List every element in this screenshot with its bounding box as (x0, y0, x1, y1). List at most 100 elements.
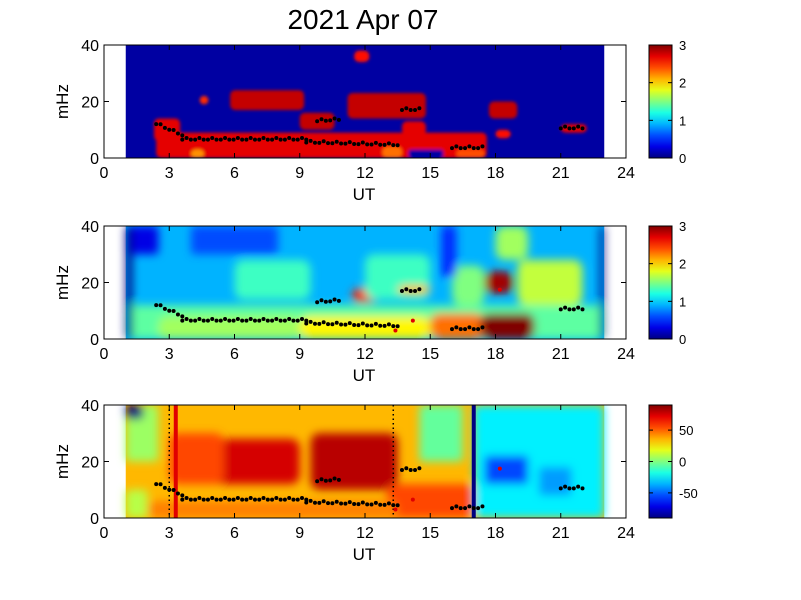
dominant-frequency-marker (450, 327, 454, 332)
dominant-frequency-marker (386, 501, 391, 506)
y-tick-label: 40 (81, 38, 99, 55)
dominant-frequency-marker (240, 318, 245, 323)
dominant-frequency-marker (265, 318, 270, 323)
dominant-frequency-marker (270, 137, 275, 142)
heatmap-region (212, 438, 300, 485)
heatmap-region (147, 501, 398, 518)
dominant-frequency-marker (167, 308, 172, 313)
x-tick-label: 9 (295, 525, 304, 542)
dominant-frequency-marker (180, 493, 185, 498)
x-tick-label: 24 (617, 525, 635, 542)
x-tick-label: 6 (230, 346, 239, 363)
dominant-frequency-marker (343, 322, 348, 327)
dominant-frequency-marker (558, 486, 563, 491)
dominant-frequency-marker (214, 318, 219, 323)
red-marker (410, 497, 415, 502)
dominant-frequency-marker (563, 484, 568, 489)
dominant-frequency-marker (576, 484, 581, 489)
dominant-frequency-marker (295, 318, 300, 323)
heatmap-region (484, 455, 529, 485)
heatmap-region (169, 433, 224, 485)
dominant-frequency-marker (369, 323, 374, 328)
dominant-frequency-marker (391, 143, 396, 148)
dominant-frequency-marker (291, 318, 296, 323)
dominant-frequency-marker (332, 476, 337, 481)
dominant-frequency-marker (197, 135, 202, 140)
dominant-frequency-marker (339, 322, 344, 327)
dominant-frequency-marker (304, 318, 309, 323)
dominant-frequency-marker (360, 140, 365, 145)
dominant-frequency-marker (162, 125, 167, 130)
x-tick-label: 18 (487, 165, 505, 182)
dominant-frequency-marker (287, 135, 292, 140)
dominant-frequency-marker (201, 318, 206, 323)
dominant-frequency-marker (227, 137, 232, 142)
heatmap-region (310, 433, 398, 490)
dominant-frequency-marker (471, 146, 476, 151)
heatmap-region (456, 149, 485, 158)
dominant-frequency-marker (227, 497, 232, 502)
x-tick-label: 15 (421, 165, 439, 182)
dominant-frequency-marker (467, 144, 472, 149)
dominant-frequency-marker (248, 316, 253, 321)
dominant-frequency-marker (252, 497, 257, 502)
dominant-frequency-marker (408, 288, 413, 293)
dominant-frequency-marker (378, 323, 383, 328)
heatmap-region (125, 405, 144, 420)
dominant-frequency-marker (274, 135, 279, 140)
dominant-frequency-marker (184, 316, 189, 321)
dominant-frequency-marker (218, 497, 223, 502)
dominant-frequency-marker (180, 137, 185, 142)
x-tick-label: 0 (100, 165, 109, 182)
heatmap-region (199, 95, 209, 105)
dominant-frequency-marker (326, 501, 331, 506)
y-tick-label: 0 (90, 151, 99, 168)
dominant-frequency-marker (480, 325, 485, 330)
dominant-frequency-marker (257, 137, 262, 142)
colorbar-tick-label: 0 (679, 455, 686, 470)
dominant-frequency-marker (467, 504, 472, 509)
x-tick-label: 15 (421, 525, 439, 542)
dominant-frequency-marker (330, 501, 335, 506)
heatmap-region (599, 226, 605, 339)
dominant-frequency-marker (378, 502, 383, 507)
y-tick-label: 20 (81, 276, 99, 293)
x-tick-label: 15 (421, 346, 439, 363)
dominant-frequency-marker (332, 297, 337, 302)
dominant-frequency-marker (171, 308, 176, 313)
dominant-frequency-marker (334, 499, 339, 504)
heatmap-region (125, 226, 159, 255)
y-tick-label: 40 (81, 219, 99, 236)
dominant-frequency-marker (231, 497, 236, 502)
dominant-frequency-marker (576, 124, 581, 129)
dominant-frequency-marker (404, 106, 409, 111)
colorbar: 0 1 2 3 (648, 219, 686, 347)
dominant-frequency-marker (360, 321, 365, 326)
red-marker (497, 466, 502, 471)
colorbar-tick-label: -50 (679, 486, 698, 501)
heatmap-region (347, 93, 426, 119)
dominant-frequency-marker (210, 316, 215, 321)
dominant-frequency-marker (356, 323, 361, 328)
dominant-frequency-marker (274, 316, 279, 321)
x-tick-label: 9 (295, 165, 304, 182)
dominant-frequency-marker (291, 497, 296, 502)
dominant-frequency-marker (571, 486, 576, 491)
dominant-frequency-marker (304, 500, 309, 505)
dominant-frequency-marker (265, 137, 270, 142)
dominant-frequency-marker (188, 318, 193, 323)
dominant-frequency-marker (300, 135, 304, 140)
dominant-frequency-marker (282, 318, 287, 323)
heatmap-region (495, 226, 529, 260)
dominant-frequency-marker (278, 497, 283, 502)
dominant-frequency-marker (188, 137, 193, 142)
dominant-frequency-marker (326, 141, 331, 146)
dominant-frequency-marker (408, 107, 413, 112)
dominant-frequency-marker (244, 318, 249, 323)
dominant-frequency-marker (218, 318, 223, 323)
x-tick-label: 12 (356, 165, 374, 182)
x-tick-label: 18 (487, 346, 505, 363)
dominant-frequency-marker (321, 499, 326, 504)
figure-title: 2021 Apr 07 (287, 4, 438, 35)
dominant-frequency-marker (347, 500, 352, 505)
